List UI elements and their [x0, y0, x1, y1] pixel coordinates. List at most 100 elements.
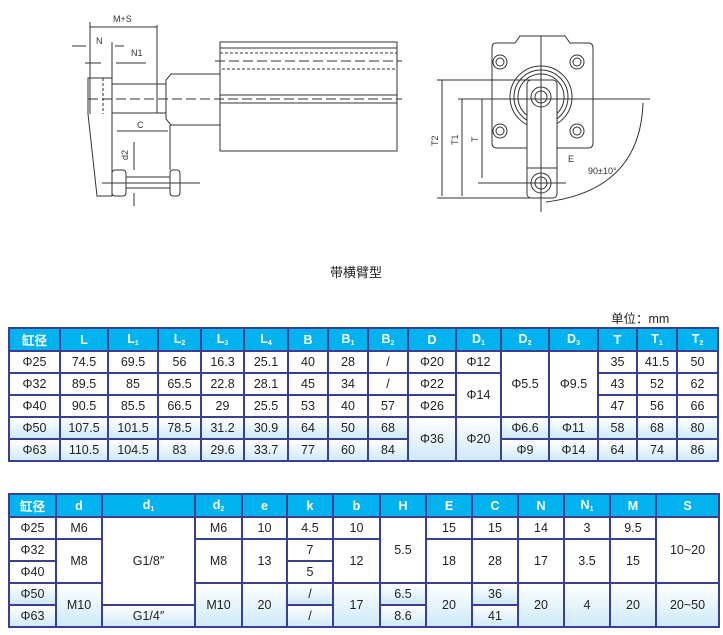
- cell: 60: [327, 438, 369, 462]
- cell: 36: [471, 582, 519, 606]
- cell: Φ25: [8, 516, 57, 540]
- header-label: D: [518, 332, 528, 346]
- cell: 90.5: [59, 394, 109, 418]
- header-subscript: 1: [134, 340, 139, 347]
- figure-caption: 带横臂型: [330, 265, 383, 280]
- cell: 56: [636, 394, 678, 418]
- cell: 10~20: [655, 516, 720, 584]
- cell: Φ40: [8, 394, 61, 418]
- cell: 6.5: [379, 582, 427, 606]
- cell: G1/8″: [101, 516, 196, 606]
- label-m-s: M+S: [113, 14, 132, 24]
- dimension-table-1: 缸径 L L1 L2 L3 L4 B B1 B2 D D1 D2 D3 T T1 T2 Φ25 74.5 69…: [8, 327, 719, 462]
- cell: M6: [194, 516, 243, 540]
- cell: 53: [287, 394, 329, 418]
- header-label: L: [80, 332, 88, 347]
- column-header: B2: [367, 327, 409, 352]
- cell: 10: [332, 516, 381, 540]
- cell: G1/4″: [101, 604, 196, 628]
- cell: Φ22: [407, 372, 457, 396]
- header-label: M: [627, 498, 639, 513]
- cell: 28: [327, 350, 369, 374]
- cell: Φ20: [455, 416, 502, 462]
- column-header: L4: [243, 327, 289, 352]
- cell: Φ20: [407, 350, 457, 374]
- cell: 16.3: [200, 350, 245, 374]
- table-row: Φ25 74.5 69.5 56 16.3 25.1 40 28 / Φ20 Φ…: [8, 350, 719, 418]
- cell: Φ63: [8, 438, 61, 462]
- cell: 62: [676, 372, 719, 396]
- column-header: L1: [107, 327, 159, 352]
- table-row: Φ40 5: [8, 560, 719, 584]
- table-row: Φ63 110.5 104.5 83 29.6 33.7 77 60 84 Φ9…: [8, 438, 719, 462]
- cell: 74.5: [59, 350, 109, 374]
- technical-drawing: M+S N N1 C d2 T2 T1 T E 90±10°: [72, 14, 650, 212]
- column-header: L2: [157, 327, 202, 352]
- header-subscript: 2: [181, 340, 186, 347]
- cell: 20: [517, 582, 565, 628]
- side-view: [72, 22, 402, 206]
- table-row: Φ50 M10 M10 20 / 17 6.5 20 36 20 4 20 20…: [8, 582, 720, 628]
- table-row: Φ50 107.5 101.5 78.5 31.2 30.9 64 50 68 …: [8, 416, 719, 462]
- cell: 77: [287, 438, 329, 462]
- cell: 50: [676, 350, 719, 374]
- cell: 78.5: [157, 416, 202, 440]
- cell: 28.1: [243, 372, 289, 396]
- cell: 33.7: [243, 438, 289, 462]
- cell: Φ5.5: [500, 350, 550, 418]
- header-label: D: [567, 332, 577, 346]
- column-header: D3: [548, 327, 599, 352]
- column-header: k: [286, 493, 334, 518]
- cell: 80: [676, 416, 719, 440]
- cell: 35: [597, 350, 638, 374]
- cell: Φ40: [8, 560, 57, 584]
- cell: M6: [55, 516, 103, 540]
- cell: 45: [287, 372, 329, 396]
- header-label: d: [75, 498, 83, 513]
- cell: 8.6: [379, 604, 427, 628]
- cell: Φ63: [8, 604, 57, 628]
- cell: 64: [597, 438, 638, 462]
- header-row: 缸径 d d1 d2 e k b H E C N N1 M S: [8, 493, 720, 518]
- cell: 29.6: [200, 438, 245, 462]
- header-subscript: 1: [481, 340, 485, 347]
- cell: 84: [367, 438, 409, 462]
- header-label: B: [381, 332, 391, 346]
- cell: 110.5: [59, 438, 109, 462]
- header-label: N: [536, 498, 546, 513]
- header-label: D: [472, 332, 482, 346]
- cell: Φ25: [8, 350, 61, 374]
- column-header: 缸径: [8, 493, 57, 518]
- cell: 15: [471, 516, 519, 540]
- header-subscript: 1: [350, 340, 355, 347]
- column-header: T: [597, 327, 638, 352]
- cell: 20: [425, 582, 473, 628]
- cell: 17: [517, 538, 565, 584]
- label-n1: N1: [131, 48, 143, 58]
- header-subscript: 1: [589, 506, 594, 513]
- cell: 7: [286, 538, 334, 562]
- cell: 10: [241, 516, 288, 540]
- header-label: T: [613, 332, 622, 347]
- cell: Φ14: [548, 438, 599, 462]
- label-n: N: [96, 36, 103, 46]
- cell: 86: [676, 438, 719, 462]
- dimension-table-2: 缸径 d d1 d2 e k b H E C N N1 M S Φ25 M6 G1/8″ M6 10 4.…: [8, 493, 720, 628]
- column-header: D: [407, 327, 457, 352]
- header-label: S: [683, 498, 692, 513]
- cell: 22.8: [200, 372, 245, 396]
- column-header: T1: [636, 327, 678, 352]
- cell: Φ50: [8, 582, 57, 606]
- cell: 20: [609, 582, 657, 628]
- header-label: L: [216, 332, 225, 346]
- cell: 56: [157, 350, 202, 374]
- cell: 34: [327, 372, 369, 396]
- header-row: 缸径 L L1 L2 L3 L4 B B1 B2 D D1 D2 D3 T T1 T2: [8, 327, 719, 352]
- column-header: H: [379, 493, 427, 518]
- header-label: C: [490, 498, 500, 513]
- header-label: b: [352, 498, 361, 513]
- cell: M10: [194, 582, 243, 628]
- cell: /: [367, 372, 409, 396]
- cell: 52: [636, 372, 678, 396]
- label-t2: T2: [430, 135, 440, 146]
